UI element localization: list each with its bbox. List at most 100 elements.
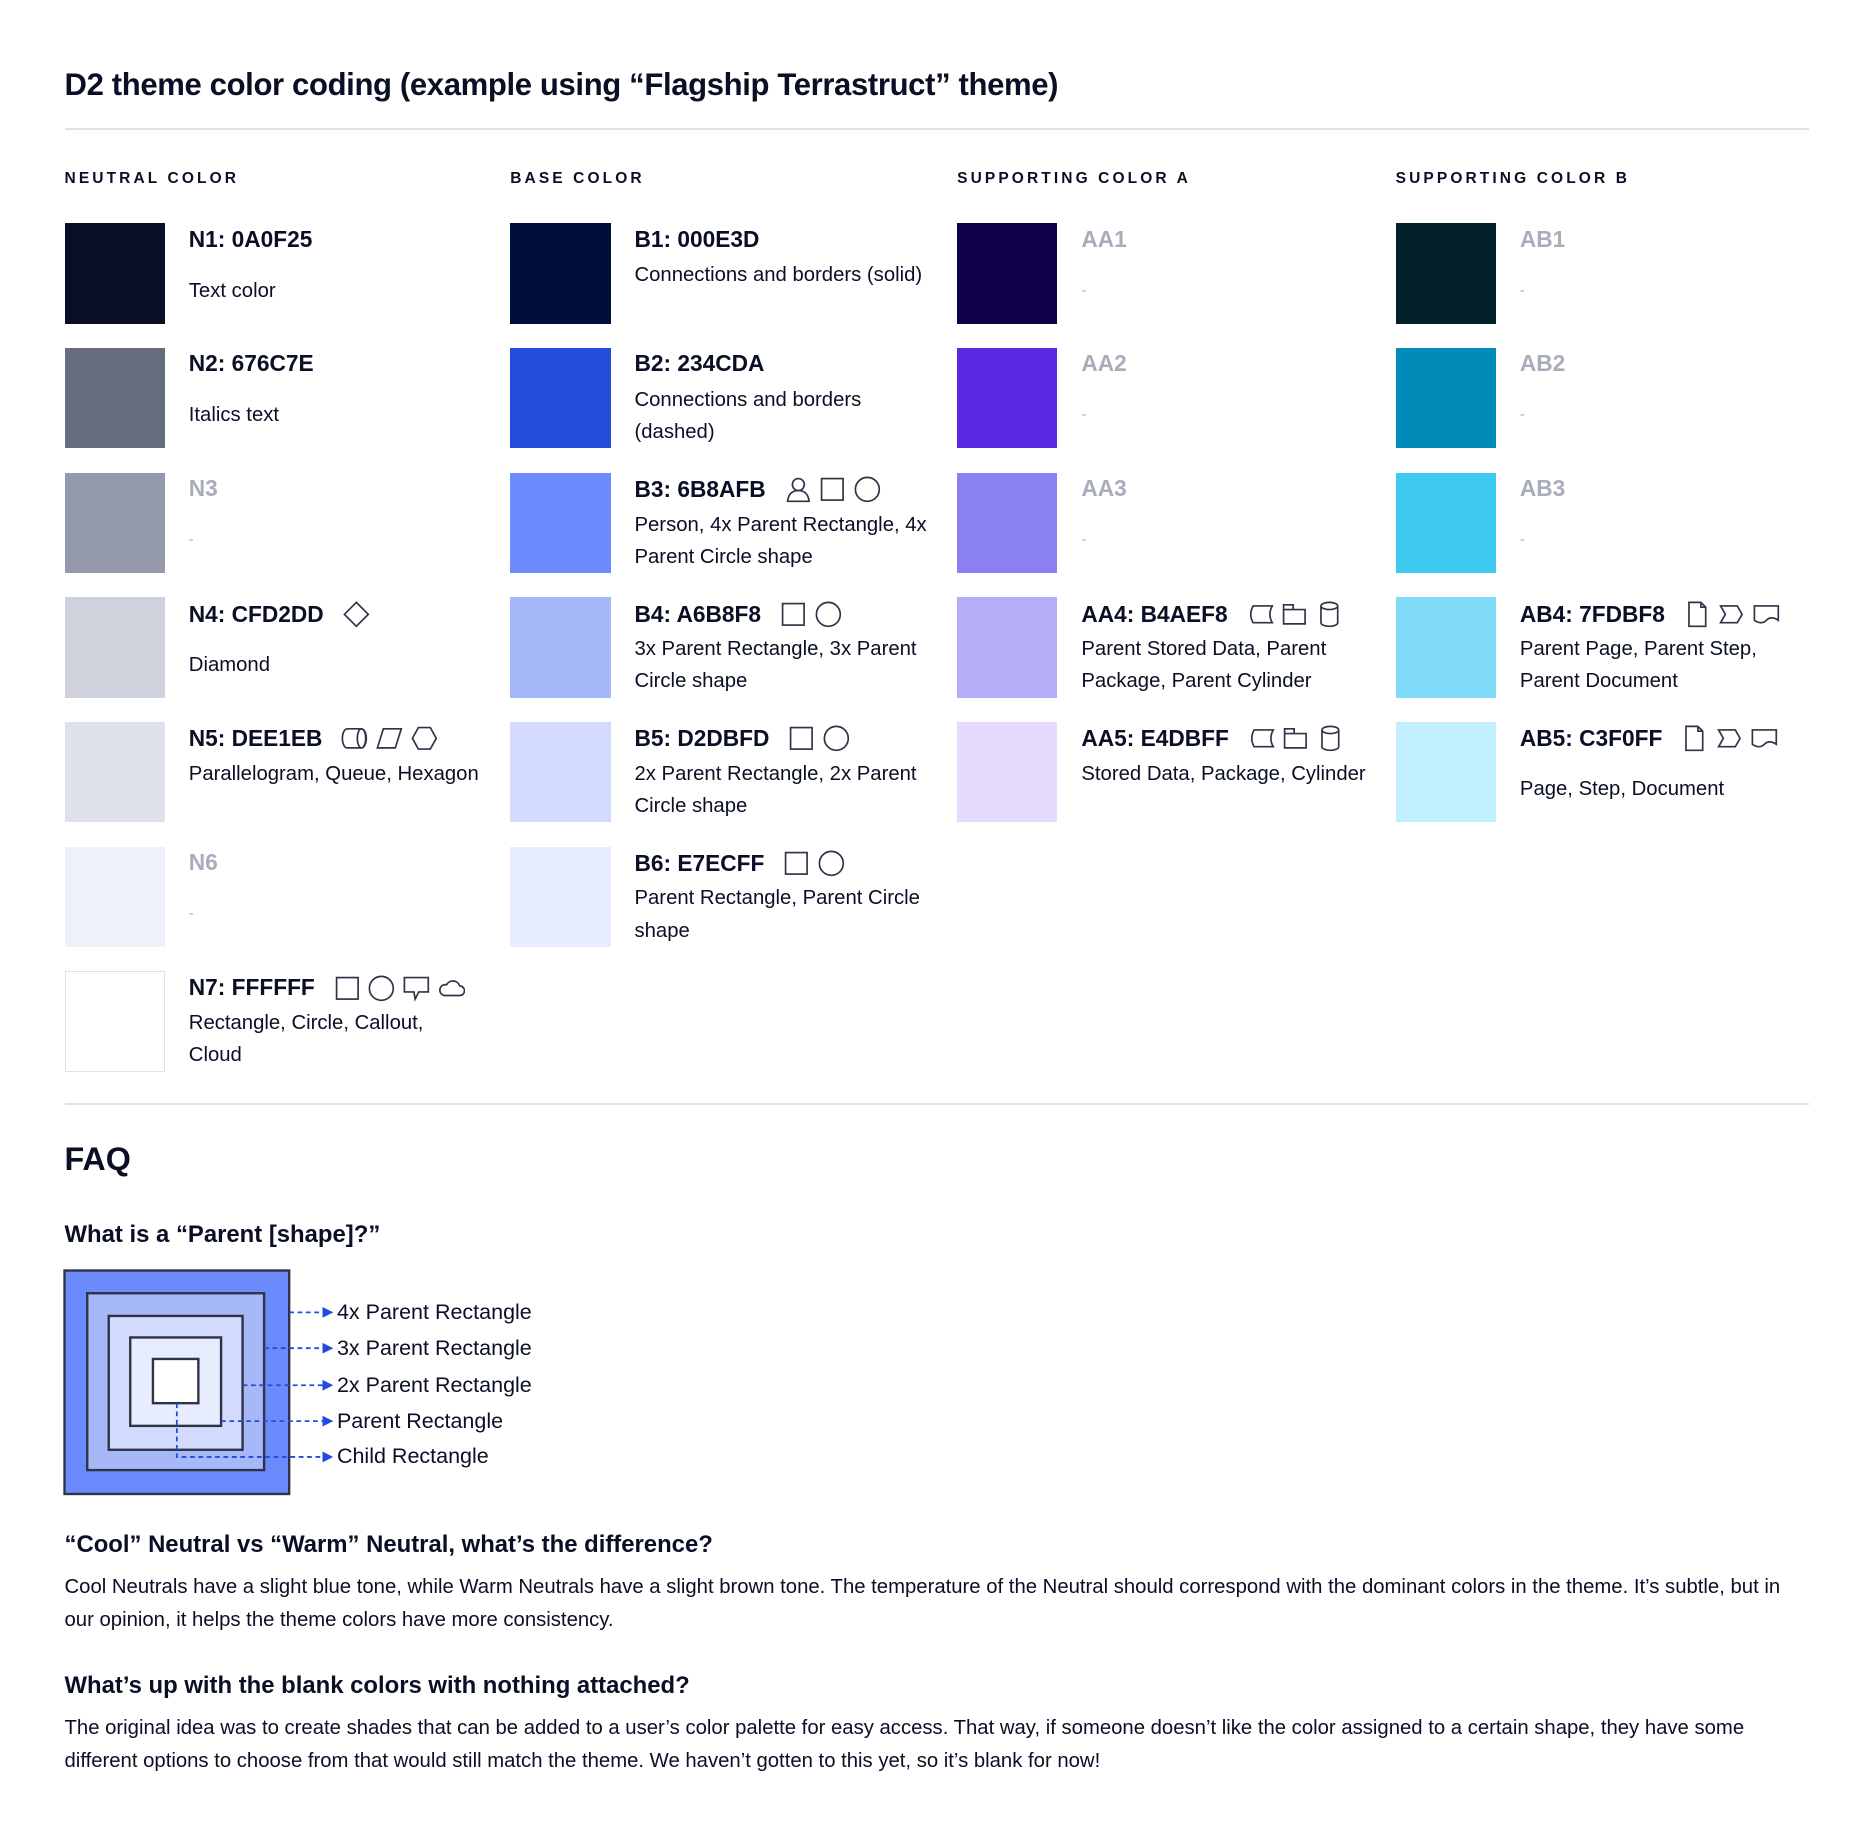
- rectangle-icon: [790, 727, 814, 751]
- color-code-text: N7: FFFFFF: [188, 974, 315, 1001]
- color-usage: Text color: [188, 279, 276, 302]
- circle-icon: [823, 725, 850, 752]
- rectangle-icon: [784, 851, 809, 875]
- color-usage: Connections and borders (dashed): [634, 388, 862, 444]
- color-code-text: AB4: 7FDBF8: [1519, 600, 1665, 627]
- color-usage: -: [1519, 282, 1525, 299]
- color-swatch: [510, 223, 611, 324]
- color-usage: Diamond: [188, 653, 271, 676]
- faq-answer-blank-colors: The original idea was to create shades t…: [64, 1717, 1745, 1772]
- color-code: AB1: [1520, 226, 1577, 253]
- color-swatch: [510, 348, 611, 449]
- rectangle-icon: [820, 477, 845, 502]
- column-label: SUPPORTING COLOR B: [1395, 169, 1630, 187]
- color-code-text: B2: 234CDA: [634, 350, 765, 377]
- color-code-text: B4: A6B8F8: [634, 600, 761, 627]
- color-usage: Parent Stored Data, Parent Package, Pare…: [1081, 638, 1327, 693]
- color-code: N6: [189, 849, 230, 876]
- color-swatch: [957, 472, 1058, 574]
- color-code-text: AB5: C3F0FF: [1519, 725, 1663, 752]
- color-code-text: AA1: [1081, 225, 1127, 252]
- faq-answer-cool-warm: Cool Neutrals have a slight blue tone, w…: [64, 1576, 1781, 1631]
- faq-question-cool-warm: “Cool” Neutral vs “Warm” Neutral, what’s…: [64, 1530, 713, 1558]
- diagram-label: Child Rectangle: [336, 1444, 489, 1469]
- parent-shape-diagram: [63, 1268, 334, 1495]
- step-icon: [1717, 729, 1741, 748]
- color-code: N4: CFD2DD: [189, 600, 370, 629]
- color-swatch: [510, 597, 611, 698]
- color-code: AB4: 7FDBF8: [1520, 600, 1781, 629]
- color-code: B2: 234CDA: [634, 350, 776, 377]
- color-swatch: [64, 721, 165, 823]
- color-code: N3: [189, 475, 230, 502]
- step-icon: [1719, 604, 1744, 624]
- color-code: N1: 0A0F25: [189, 226, 325, 253]
- diagram-label: 4x Parent Rectangle: [336, 1299, 532, 1324]
- hexagon-icon: [411, 727, 437, 751]
- color-usage: Stored Data, Package, Cylinder: [1081, 762, 1366, 785]
- color-code-text: AA4: B4AEF8: [1081, 600, 1228, 627]
- color-swatch: [1395, 472, 1496, 574]
- stored-data-icon: [1249, 604, 1274, 624]
- color-swatch: [64, 846, 165, 947]
- color-usage: -: [1081, 282, 1087, 299]
- color-code-text: AB3: [1519, 475, 1566, 502]
- column-label: SUPPORTING COLOR A: [957, 169, 1191, 187]
- circle-icon: [818, 850, 845, 877]
- color-usage: 3x Parent Rectangle, 3x Parent Circle sh…: [634, 638, 917, 693]
- color-code-text: N6: [188, 848, 218, 875]
- color-swatch: [1395, 721, 1496, 823]
- color-usage: Rectangle, Circle, Callout, Cloud: [188, 1012, 424, 1067]
- color-usage: 2x Parent Rectangle, 2x Parent Circle sh…: [634, 762, 917, 818]
- callout-icon: [403, 976, 430, 1002]
- diagram-label: 2x Parent Rectangle: [336, 1372, 532, 1397]
- child-rectangle: [151, 1357, 200, 1405]
- color-usage: -: [1519, 532, 1525, 549]
- package-icon: [1284, 728, 1308, 750]
- color-swatch: [957, 597, 1058, 698]
- column-label: NEUTRAL COLOR: [64, 169, 240, 187]
- color-usage: -: [1081, 532, 1087, 549]
- color-swatch: [64, 472, 165, 574]
- color-swatch: [510, 846, 611, 947]
- cylinder-icon: [1319, 601, 1339, 627]
- diamond-icon: [342, 600, 370, 628]
- color-code: AA1: [1081, 226, 1138, 253]
- color-swatch: [64, 597, 165, 698]
- column-label: BASE COLOR: [510, 169, 645, 187]
- color-swatch: [64, 223, 165, 324]
- color-code: N2: 676C7E: [189, 350, 326, 377]
- page-title: D2 theme color coding (example using “Fl…: [64, 66, 1059, 102]
- rectangle-icon: [335, 976, 359, 1000]
- color-swatch: [957, 223, 1058, 324]
- document-icon: [1753, 604, 1780, 624]
- color-code-text: AA5: E4DBFF: [1081, 725, 1229, 752]
- color-code: B5: D2DBFD: [634, 724, 850, 753]
- color-swatch: [1395, 223, 1496, 324]
- divider: [64, 1102, 1810, 1106]
- faq-question-parent-shape: What is a “Parent [shape]?”: [64, 1221, 381, 1249]
- parallelogram-icon: [376, 728, 403, 750]
- divider: [64, 127, 1810, 131]
- color-code-text: AB2: [1519, 350, 1566, 377]
- color-code: B4: A6B8F8: [634, 600, 842, 629]
- color-code: B1: 000E3D: [634, 226, 771, 253]
- color-code: AA5: E4DBFF: [1081, 724, 1344, 753]
- color-code-text: AB1: [1519, 225, 1566, 252]
- color-swatch: [64, 971, 165, 1072]
- color-code: AA4: B4AEF8: [1081, 600, 1343, 629]
- document-icon: [1751, 729, 1777, 748]
- color-usage: Parent Rectangle, Parent Circle shape: [634, 887, 920, 942]
- color-code-text: N3: [188, 475, 218, 502]
- color-swatch: [957, 348, 1058, 449]
- queue-icon: [341, 728, 368, 750]
- color-code-text: AA3: [1081, 475, 1127, 502]
- page-icon: [1687, 601, 1707, 627]
- cloud-icon: [438, 979, 465, 996]
- color-code: AA3: [1081, 475, 1138, 502]
- circle-icon: [854, 476, 880, 503]
- color-code: N7: FFFFFF: [189, 974, 466, 1003]
- color-usage: -: [188, 532, 194, 549]
- color-code: AA2: [1081, 350, 1138, 377]
